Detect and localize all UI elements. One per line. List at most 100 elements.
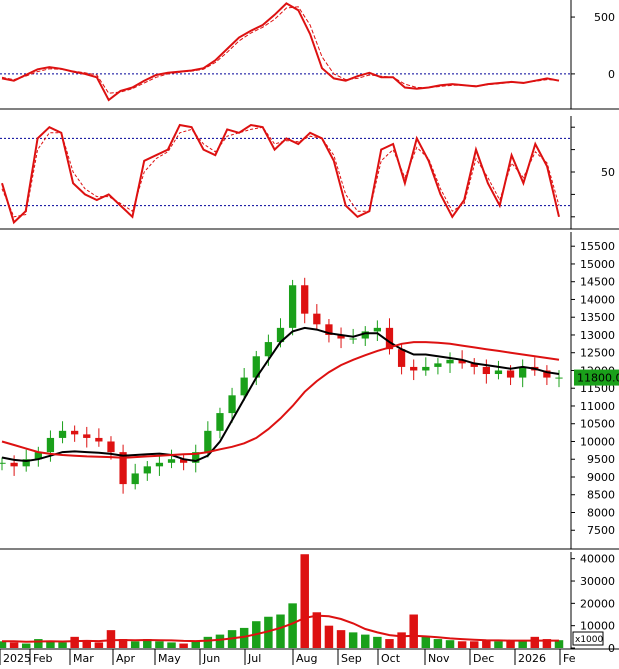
candle-body — [446, 359, 454, 364]
x-tick-label-Jun: Jun — [202, 652, 220, 665]
candle-body — [349, 338, 357, 340]
candle-body — [555, 377, 563, 379]
candle-body — [276, 327, 285, 343]
volume-average-line — [2, 614, 559, 643]
volume-bar — [445, 640, 455, 648]
candle-body — [494, 370, 503, 375]
x-tick-label-Jul: Jul — [247, 652, 261, 665]
price-tick-9000-label: 9000 — [587, 471, 615, 484]
volume-bar — [542, 639, 552, 648]
moving-average-slow — [1, 341, 560, 459]
price-tick-9500-label: 9500 — [587, 453, 615, 466]
volume-bar — [312, 612, 322, 648]
x-tick-label-2025: 2025 — [3, 652, 31, 665]
volume-bar — [118, 639, 128, 648]
candle-body — [204, 430, 212, 453]
price-tick-13000-label: 13000 — [580, 329, 615, 342]
volume-bar — [215, 634, 225, 648]
volume-bar — [203, 636, 213, 648]
x-tick-label-May: May — [158, 652, 181, 665]
volume-bar — [276, 614, 285, 648]
candle-body — [119, 452, 127, 485]
volume-bar — [130, 641, 140, 648]
volume-bar — [239, 627, 249, 648]
volume-bar — [470, 641, 479, 648]
candle-body — [458, 359, 466, 364]
candle-body — [410, 366, 418, 371]
volume-bar — [0, 641, 7, 648]
candle-body — [95, 437, 103, 442]
volume-bar — [530, 636, 540, 648]
volume-bar — [385, 639, 394, 648]
volume-unit-label: x1000 — [575, 635, 604, 645]
stoch-d-line — [1, 126, 560, 218]
price-tick-11000-label: 11000 — [580, 400, 615, 413]
volume-bar — [143, 639, 152, 648]
macd-signal-line — [1, 6, 560, 94]
volume-bar — [300, 554, 309, 648]
candle-body — [252, 356, 260, 378]
volume-bar — [518, 640, 527, 648]
candle-body — [155, 462, 164, 467]
volume-bar — [482, 640, 491, 648]
candle-body — [325, 324, 333, 335]
last-price-label: 11800.00 — [577, 372, 619, 385]
volume-bar — [288, 603, 297, 648]
volume-bar — [421, 636, 431, 648]
x-tick-label-Mar: Mar — [73, 652, 94, 665]
candle-body — [385, 327, 394, 350]
candle-body — [10, 462, 18, 467]
candle-body — [167, 459, 176, 463]
volume-bar — [494, 641, 503, 648]
volume-bar — [554, 640, 564, 648]
volume-tick-20000-label: 20000 — [580, 597, 615, 610]
volume-bar — [106, 630, 116, 648]
candle-body — [46, 437, 55, 453]
x-tick-label-2026: 2026 — [518, 652, 546, 665]
candle-body — [337, 334, 345, 339]
x-tick-label-Oct: Oct — [381, 652, 401, 665]
candle-body — [506, 370, 515, 378]
candle-body — [216, 413, 224, 431]
candle-body — [0, 462, 6, 464]
volume-bar — [191, 641, 200, 648]
volume-bar — [433, 639, 443, 648]
candle-body — [143, 466, 151, 474]
candle-body — [373, 327, 382, 332]
candle-body — [192, 452, 200, 463]
stoch-k-line — [1, 123, 560, 225]
volume-bar — [9, 642, 19, 648]
candle-body — [519, 366, 527, 378]
candle-body — [422, 366, 430, 371]
candle-body — [482, 366, 490, 375]
volume-bar — [409, 614, 418, 648]
macd-tick-500-label: 500 — [594, 11, 615, 24]
candle-body — [264, 342, 273, 357]
candle-body — [107, 441, 115, 453]
volume-bar — [155, 641, 164, 648]
volume-bar — [34, 639, 43, 648]
candle-body — [83, 434, 91, 438]
candle-body — [71, 430, 79, 435]
volume-bar — [361, 634, 370, 648]
candle-body — [240, 377, 248, 396]
candle-body — [470, 363, 478, 367]
volume-bar — [46, 641, 55, 648]
volume-bar — [82, 641, 91, 648]
price-tick-12500-label: 12500 — [580, 347, 615, 360]
volume-bar — [179, 643, 188, 648]
candle-body — [543, 370, 551, 378]
volume-unit-box — [572, 631, 604, 646]
moving-average-fast — [1, 326, 560, 463]
price-tick-14000-label: 14000 — [580, 293, 615, 306]
volume-bar — [94, 642, 104, 648]
candle-body — [58, 430, 67, 438]
price-tick-10500-label: 10500 — [580, 418, 615, 431]
candle-body — [179, 459, 188, 463]
price-tick-8500-label: 8500 — [587, 489, 615, 502]
stoch-tick-50-label: 50 — [601, 166, 615, 179]
volume-bar — [373, 636, 382, 648]
volume-bar — [70, 636, 79, 648]
